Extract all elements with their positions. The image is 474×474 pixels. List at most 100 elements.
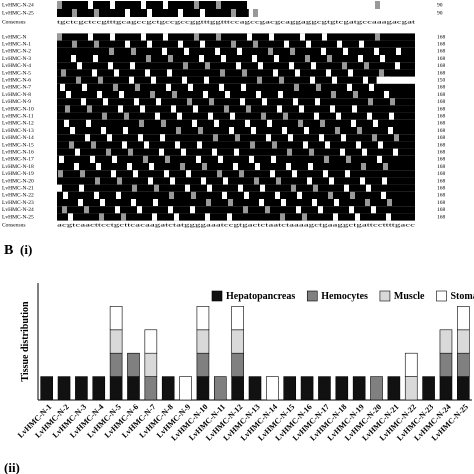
seq-length: 168 — [437, 99, 446, 105]
seq-variant — [300, 33, 305, 41]
seq-length: 168 — [437, 214, 446, 220]
seq-length: 168 — [437, 63, 446, 69]
seq-variant — [332, 76, 337, 84]
seq-variant — [72, 40, 77, 48]
seq-variant — [311, 62, 316, 70]
seq-variant — [321, 47, 326, 55]
seq-variant — [84, 206, 89, 214]
seq-variant — [374, 47, 379, 55]
seq-block — [57, 105, 415, 113]
seq-variant — [108, 62, 113, 70]
seq-variant — [322, 33, 327, 41]
seq-variant — [205, 213, 210, 221]
bar-segment — [404, 376, 418, 401]
seq-variant — [325, 141, 330, 149]
bar-segment — [231, 329, 244, 354]
seq-variant — [139, 119, 144, 127]
seq-variant — [117, 177, 122, 185]
seq-variant — [58, 170, 63, 178]
seq-variant — [308, 163, 313, 171]
seq-length: 168 — [437, 34, 446, 40]
seq-name: LvHMC-N — [2, 34, 26, 40]
seq-variant — [249, 155, 254, 163]
seq-variant — [103, 98, 108, 106]
seq-variant — [346, 155, 351, 163]
seq-variant — [77, 62, 82, 70]
seq-variant — [61, 69, 66, 77]
seq-variant — [168, 206, 173, 214]
seq-variant — [81, 98, 86, 106]
seq-length: 90 — [437, 2, 443, 8]
seq-variant — [270, 170, 275, 178]
seq-variant — [172, 91, 177, 99]
seq-variant — [69, 141, 74, 149]
seq-variant — [266, 134, 271, 142]
seq-variant — [295, 69, 300, 77]
seq-block — [57, 76, 377, 84]
seq-variant — [86, 119, 91, 127]
seq-variant — [197, 141, 202, 149]
seq-variant — [231, 40, 236, 48]
bar-segment — [352, 376, 366, 401]
seq-variant — [302, 213, 307, 221]
seq-variant — [261, 112, 266, 120]
seq-variant — [200, 9, 205, 17]
seq-length: 168 — [437, 193, 446, 199]
seq-variant — [343, 47, 348, 55]
seq-name: LvHMC-N-15 — [2, 142, 34, 148]
seq-variant — [324, 155, 329, 163]
seq-variant — [334, 199, 339, 207]
bar-segment — [127, 376, 140, 401]
seq-variant — [122, 141, 127, 149]
seq-block — [57, 206, 415, 214]
seq-variant — [377, 155, 382, 163]
bar-segment — [144, 329, 158, 354]
legend-label: Muscle — [394, 291, 425, 302]
y-axis-label: Tissue distribution — [20, 301, 31, 382]
seq-variant — [145, 69, 150, 77]
consensus-label: Consensus — [2, 222, 26, 228]
seq-block — [57, 199, 415, 207]
seq-variant — [112, 155, 117, 163]
seq-variant — [262, 98, 267, 106]
seq-variant — [390, 98, 395, 106]
seq-name: LvHMC-N-22 — [2, 193, 34, 199]
seq-variant — [281, 199, 286, 207]
seq-variant — [110, 1, 115, 9]
seq-variant — [68, 213, 73, 221]
seq-variant — [394, 134, 399, 142]
seq-variant — [326, 69, 331, 77]
seq-variant — [228, 199, 233, 207]
seq-variant — [235, 134, 240, 142]
seq-variant — [358, 55, 363, 63]
seq-variant — [66, 91, 71, 99]
seq-name: LvHMC-N-19 — [2, 171, 34, 177]
seq-variant — [180, 163, 185, 171]
legend-swatch — [306, 290, 318, 302]
bar-segment — [231, 376, 244, 401]
seq-variant — [181, 148, 186, 156]
seq-variant — [111, 170, 116, 178]
bar-segment — [213, 376, 227, 401]
seq-name: LvHMC-N-13 — [2, 128, 34, 134]
seq-variant — [220, 69, 225, 77]
seq-variant — [101, 127, 106, 135]
seq-variant — [355, 213, 360, 221]
seq-length: 168 — [437, 113, 446, 119]
seq-variant — [156, 98, 161, 106]
seq-block — [57, 141, 415, 149]
panel-label: B — [4, 243, 13, 258]
seq-variant — [365, 199, 370, 207]
seq-variant — [247, 33, 252, 41]
seq-variant — [222, 191, 227, 199]
seq-variant — [141, 33, 146, 41]
seq-name: LvHMC-N-2 — [2, 49, 31, 55]
seq-variant — [124, 112, 129, 120]
seq-name: LvHMC-N-17 — [2, 157, 34, 163]
seq-variant — [221, 55, 226, 63]
seq-variant — [276, 177, 281, 185]
seq-variant — [269, 33, 274, 41]
seq-variant — [386, 213, 391, 221]
seq-variant — [298, 119, 303, 127]
seq-variant — [151, 76, 156, 84]
